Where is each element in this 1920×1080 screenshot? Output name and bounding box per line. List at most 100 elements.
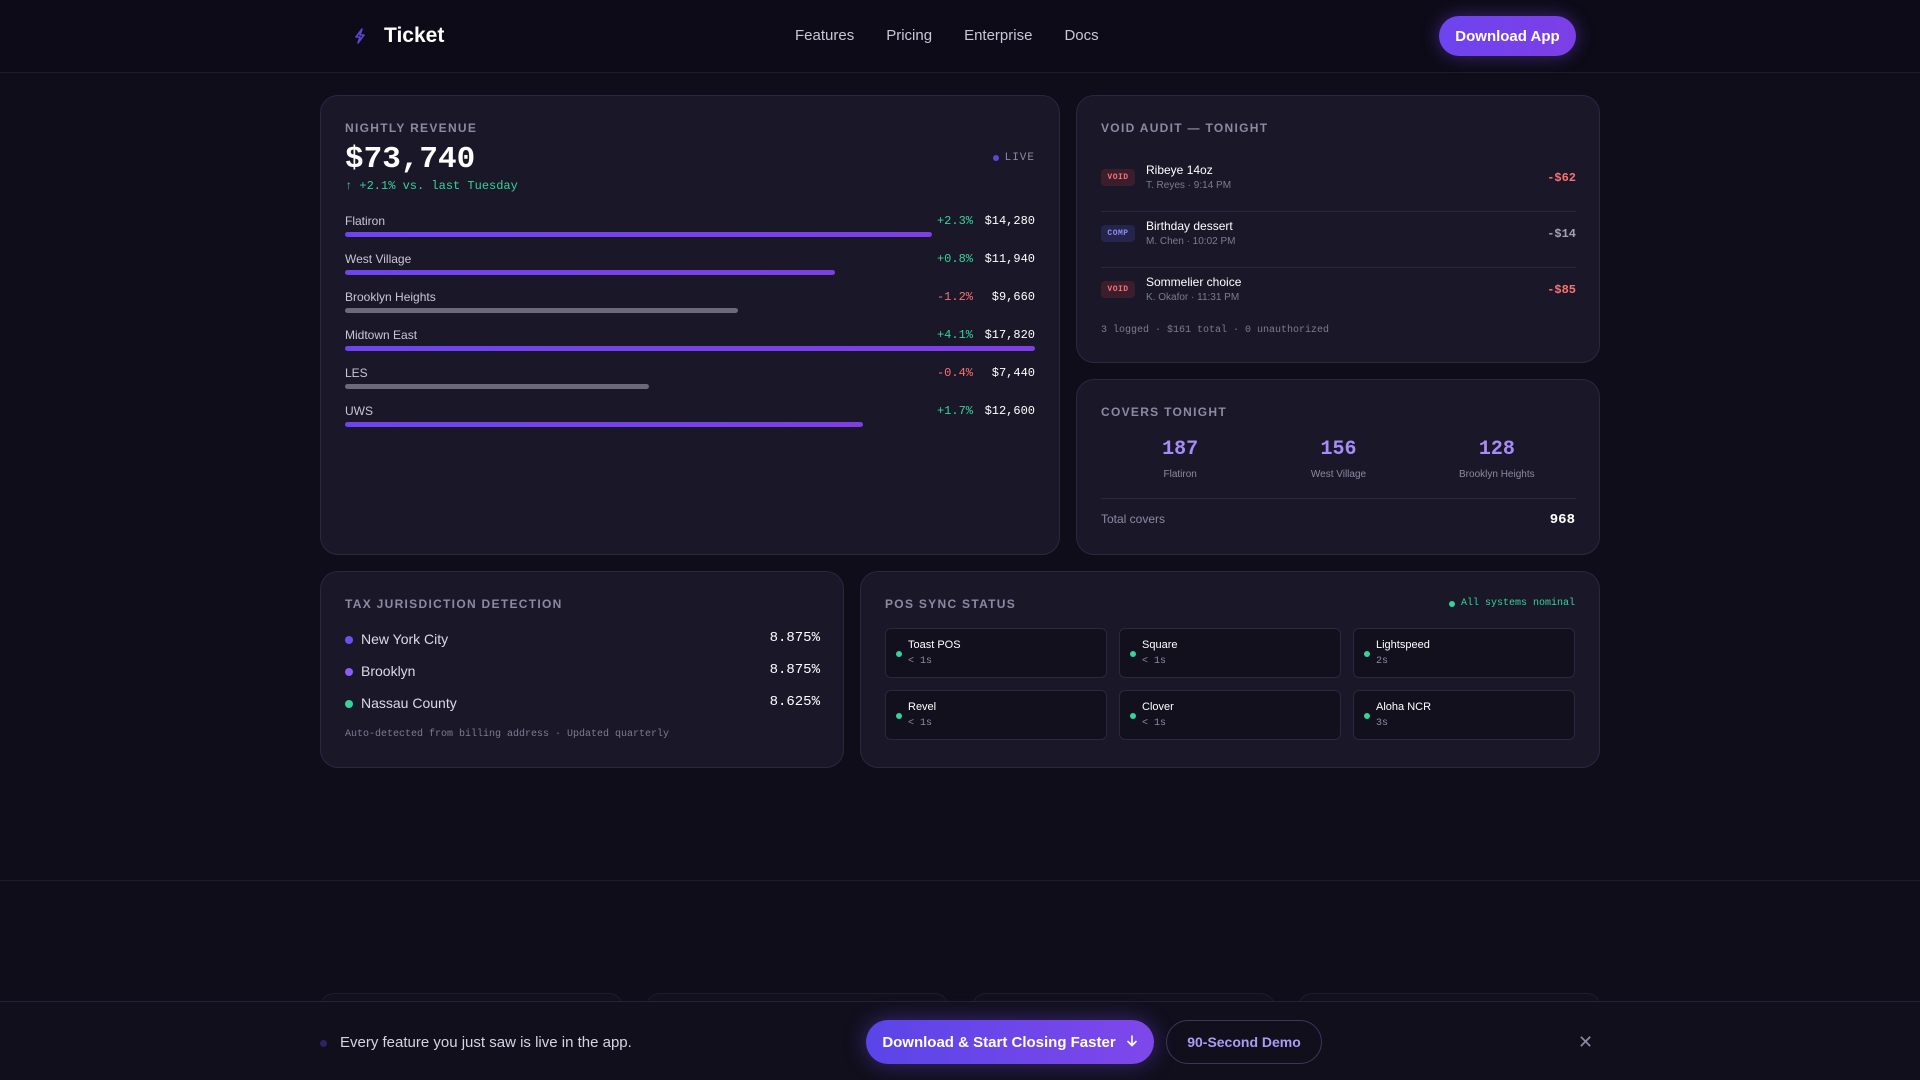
- download-start-label: Download & Start Closing Faster: [882, 1033, 1116, 1051]
- covers-value: 187: [1162, 438, 1199, 461]
- covers-value: 128: [1478, 438, 1515, 461]
- location-name: Flatiron: [345, 214, 386, 228]
- close-icon[interactable]: ✕: [1578, 1032, 1594, 1052]
- pos-system-name: Aloha NCR: [1376, 701, 1432, 713]
- tax-jurisdiction-name: New York City: [361, 631, 449, 647]
- live-indicator: LIVE: [992, 152, 1035, 164]
- pos-system-tile[interactable]: Square < 1s: [1119, 628, 1341, 678]
- revenue-rows: Flatiron +2.3% $14,280 West Village +0.8…: [345, 214, 1035, 442]
- void-item-amount: -$14: [1547, 227, 1576, 241]
- pos-system-tile[interactable]: Toast POS < 1s: [885, 628, 1107, 678]
- pos-system-tile[interactable]: Clover < 1s: [1119, 690, 1341, 740]
- pos-latency: < 1s: [1142, 656, 1167, 667]
- tax-note: Auto-detected from billing address · Upd…: [345, 729, 670, 740]
- pos-latency: < 1s: [908, 656, 933, 667]
- void-tag: VOID: [1101, 169, 1135, 186]
- live-dot-icon: [992, 155, 999, 161]
- status-dot-icon: [896, 713, 902, 719]
- void-item-amount: -$62: [1547, 171, 1576, 185]
- top-nav: Ticket Features Pricing Enterprise Docs …: [0, 0, 1920, 73]
- nav-link-docs[interactable]: Docs: [1064, 27, 1099, 44]
- location-value: $17,820: [984, 328, 1035, 342]
- card-title: TAX JURISDICTION DETECTION: [345, 597, 563, 611]
- revenue-bar: [345, 346, 1035, 351]
- void-tag: VOID: [1101, 281, 1135, 298]
- pos-system-tile[interactable]: Revel < 1s: [885, 690, 1107, 740]
- tax-rate: 8.875%: [769, 630, 820, 646]
- pos-system-name: Lightspeed: [1376, 639, 1430, 651]
- card-title: POS SYNC STATUS: [885, 597, 1017, 611]
- status-dot-icon: [1364, 713, 1370, 719]
- download-start-button[interactable]: Download & Start Closing Faster: [866, 1020, 1154, 1064]
- revenue-row: Flatiron +2.3% $14,280: [345, 214, 1035, 252]
- pos-system-name: Square: [1142, 639, 1178, 651]
- location-name: Midtown East: [345, 328, 418, 342]
- revenue-row: Brooklyn Heights -1.2% $9,660: [345, 290, 1035, 328]
- status-dot-icon: [1448, 600, 1455, 607]
- void-item[interactable]: COMP Birthday dessert M. Chen · 10:02 PM…: [1101, 212, 1576, 268]
- revenue-change: ↑ +2.1% vs. last Tuesday: [345, 179, 518, 193]
- demo-button[interactable]: 90-Second Demo: [1166, 1020, 1322, 1064]
- download-app-button[interactable]: Download App: [1439, 16, 1576, 56]
- location-delta: -1.2%: [936, 290, 973, 304]
- covers-stat: 156 West Village: [1259, 438, 1417, 480]
- revenue-bar: [345, 308, 739, 313]
- void-item[interactable]: VOID Ribeye 14oz T. Reyes · 9:14 PM -$62: [1101, 156, 1576, 212]
- revenue-bar: [345, 422, 863, 427]
- revenue-bar: [345, 384, 649, 389]
- pos-sync-card: POS SYNC STATUS All systems nominal Toas…: [860, 571, 1600, 768]
- divider: [1101, 498, 1576, 499]
- section-divider: [0, 880, 1920, 881]
- pos-system-name: Revel: [908, 701, 937, 713]
- covers-total: 968: [1549, 512, 1575, 528]
- void-item-meta: M. Chen · 10:02 PM: [1146, 236, 1236, 247]
- location-name: West Village: [345, 252, 412, 266]
- status-dot-icon: [1130, 713, 1136, 719]
- pos-latency: < 1s: [908, 718, 933, 729]
- location-delta: +4.1%: [936, 328, 973, 342]
- tax-item: Brooklyn 8.875%: [345, 662, 820, 694]
- void-item-meta: K. Okafor · 11:31 PM: [1146, 292, 1240, 303]
- card-title: COVERS TONIGHT: [1101, 405, 1227, 419]
- location-delta: +2.3%: [936, 214, 973, 228]
- nav-link-pricing[interactable]: Pricing: [886, 27, 933, 44]
- nav-link-features[interactable]: Features: [795, 27, 855, 44]
- void-item[interactable]: VOID Sommelier choice K. Okafor · 11:31 …: [1101, 268, 1576, 324]
- revenue-total: $73,740: [345, 142, 476, 177]
- status-dot-icon: [896, 651, 902, 657]
- pos-latency: 2s: [1376, 656, 1389, 667]
- pos-system-tile[interactable]: Aloha NCR 3s: [1353, 690, 1575, 740]
- nav-links: Features Pricing Enterprise Docs: [795, 27, 1099, 44]
- live-label: LIVE: [1004, 152, 1035, 164]
- brand-name: Ticket: [384, 24, 445, 47]
- pos-system-name: Toast POS: [908, 639, 961, 651]
- covers-label: West Village: [1310, 469, 1367, 480]
- location-value: $14,280: [984, 214, 1035, 228]
- status-dot-icon: [1364, 651, 1370, 657]
- tax-dot-icon: [345, 636, 353, 644]
- nav-link-enterprise[interactable]: Enterprise: [964, 27, 1033, 44]
- ticket-logo-icon: [350, 26, 370, 46]
- card-title: VOID AUDIT — TONIGHT: [1101, 121, 1269, 135]
- tax-dot-icon: [345, 700, 353, 708]
- covers-total-label: Total covers: [1101, 512, 1166, 526]
- tax-item: Nassau County 8.625%: [345, 694, 820, 726]
- brand[interactable]: Ticket: [350, 24, 444, 48]
- location-delta: +1.7%: [936, 404, 973, 418]
- location-value: $9,660: [991, 290, 1035, 304]
- location-value: $11,940: [984, 252, 1035, 266]
- location-name: LES: [345, 366, 368, 380]
- sticky-cta-bar: Every feature you just saw is live in th…: [0, 1001, 1920, 1080]
- pos-system-tile[interactable]: Lightspeed 2s: [1353, 628, 1575, 678]
- location-value: $12,600: [984, 404, 1035, 418]
- comp-tag: COMP: [1101, 225, 1135, 242]
- void-list: VOID Ribeye 14oz T. Reyes · 9:14 PM -$62…: [1101, 156, 1576, 324]
- pos-status: All systems nominal: [1448, 598, 1575, 609]
- tax-rate: 8.625%: [769, 694, 820, 710]
- void-item-amount: -$85: [1547, 283, 1576, 297]
- revenue-row: Midtown East +4.1% $17,820: [345, 328, 1035, 366]
- revenue-bar: [345, 232, 932, 237]
- void-audit-card: VOID AUDIT — TONIGHT VOID Ribeye 14oz T.…: [1076, 95, 1600, 363]
- tax-jurisdiction-name: Brooklyn: [361, 663, 416, 679]
- tax-rate: 8.875%: [769, 662, 820, 678]
